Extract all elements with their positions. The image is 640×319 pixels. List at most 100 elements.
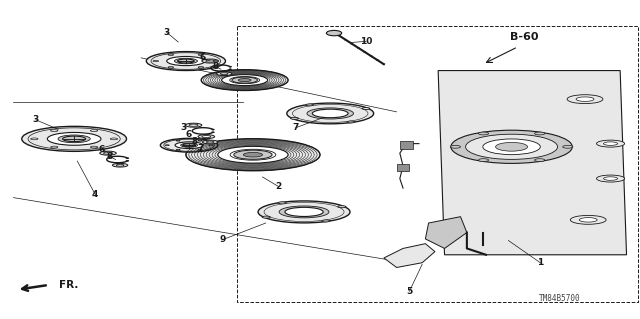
Ellipse shape: [596, 175, 625, 182]
Ellipse shape: [495, 142, 527, 151]
Ellipse shape: [229, 66, 232, 67]
Ellipse shape: [338, 206, 346, 208]
Ellipse shape: [147, 52, 225, 70]
Ellipse shape: [113, 163, 128, 167]
Ellipse shape: [221, 75, 268, 85]
Ellipse shape: [312, 109, 348, 118]
Text: FR.: FR.: [60, 280, 79, 290]
Ellipse shape: [161, 138, 218, 152]
Ellipse shape: [229, 69, 232, 70]
Ellipse shape: [287, 103, 374, 124]
Text: 1: 1: [537, 258, 543, 267]
Text: 3: 3: [180, 123, 186, 132]
Text: 3: 3: [33, 115, 39, 124]
Ellipse shape: [205, 60, 214, 62]
Ellipse shape: [563, 145, 573, 148]
Ellipse shape: [466, 134, 557, 160]
Ellipse shape: [307, 108, 353, 119]
Ellipse shape: [596, 140, 625, 147]
Ellipse shape: [31, 138, 38, 140]
Polygon shape: [426, 217, 467, 249]
Ellipse shape: [362, 108, 370, 109]
Ellipse shape: [90, 146, 98, 148]
Ellipse shape: [198, 135, 214, 139]
Ellipse shape: [110, 138, 118, 140]
Ellipse shape: [451, 145, 461, 148]
Ellipse shape: [238, 78, 251, 82]
Ellipse shape: [483, 139, 540, 155]
Text: 6: 6: [99, 145, 105, 154]
Ellipse shape: [90, 130, 98, 131]
Polygon shape: [384, 244, 435, 268]
Ellipse shape: [116, 164, 124, 166]
Ellipse shape: [126, 160, 129, 161]
Ellipse shape: [570, 215, 606, 224]
Ellipse shape: [534, 132, 545, 135]
Ellipse shape: [198, 149, 202, 150]
Ellipse shape: [100, 151, 116, 155]
Text: 4: 4: [92, 190, 99, 199]
Ellipse shape: [209, 145, 213, 146]
Ellipse shape: [262, 216, 270, 218]
Ellipse shape: [278, 202, 286, 204]
Ellipse shape: [451, 130, 572, 163]
Ellipse shape: [51, 146, 58, 148]
Ellipse shape: [167, 56, 205, 66]
Ellipse shape: [63, 136, 86, 142]
Ellipse shape: [58, 135, 90, 143]
Ellipse shape: [212, 132, 214, 133]
Ellipse shape: [216, 72, 232, 76]
Ellipse shape: [232, 77, 257, 83]
Ellipse shape: [126, 158, 129, 159]
Ellipse shape: [285, 207, 323, 217]
Text: 8: 8: [106, 152, 113, 161]
Ellipse shape: [168, 67, 173, 68]
Text: 8: 8: [212, 62, 218, 71]
Ellipse shape: [177, 59, 194, 63]
Ellipse shape: [478, 159, 488, 161]
Ellipse shape: [189, 124, 198, 126]
Ellipse shape: [258, 201, 350, 223]
Ellipse shape: [206, 141, 214, 143]
Text: 6: 6: [200, 53, 205, 62]
Ellipse shape: [291, 117, 298, 119]
Ellipse shape: [347, 121, 355, 123]
Ellipse shape: [185, 123, 202, 127]
Ellipse shape: [182, 144, 195, 147]
Text: 6: 6: [186, 130, 192, 139]
Text: TM84B5700: TM84B5700: [539, 294, 580, 303]
Ellipse shape: [47, 132, 101, 145]
Ellipse shape: [201, 70, 288, 91]
Ellipse shape: [176, 149, 180, 150]
Bar: [400, 141, 413, 149]
Ellipse shape: [230, 77, 260, 84]
Text: 5: 5: [406, 287, 413, 296]
Ellipse shape: [153, 60, 159, 62]
Ellipse shape: [604, 177, 618, 180]
Ellipse shape: [198, 67, 204, 68]
Ellipse shape: [198, 54, 204, 56]
Text: 3: 3: [164, 28, 170, 37]
Ellipse shape: [202, 140, 218, 144]
Text: B-60: B-60: [510, 33, 539, 42]
Ellipse shape: [326, 30, 342, 36]
Ellipse shape: [230, 149, 276, 160]
Bar: [397, 164, 410, 171]
Ellipse shape: [243, 152, 262, 157]
Ellipse shape: [234, 150, 272, 159]
Ellipse shape: [165, 145, 169, 146]
Ellipse shape: [198, 140, 202, 141]
Ellipse shape: [22, 126, 127, 151]
Text: 2: 2: [275, 182, 282, 191]
Ellipse shape: [604, 142, 618, 145]
Ellipse shape: [104, 152, 113, 154]
Ellipse shape: [306, 104, 314, 106]
Text: 7: 7: [197, 144, 204, 153]
Text: 10: 10: [360, 37, 372, 46]
Ellipse shape: [212, 129, 214, 130]
Ellipse shape: [213, 60, 219, 62]
Ellipse shape: [174, 58, 197, 64]
Ellipse shape: [175, 142, 203, 149]
Ellipse shape: [202, 136, 211, 138]
Ellipse shape: [176, 140, 180, 141]
